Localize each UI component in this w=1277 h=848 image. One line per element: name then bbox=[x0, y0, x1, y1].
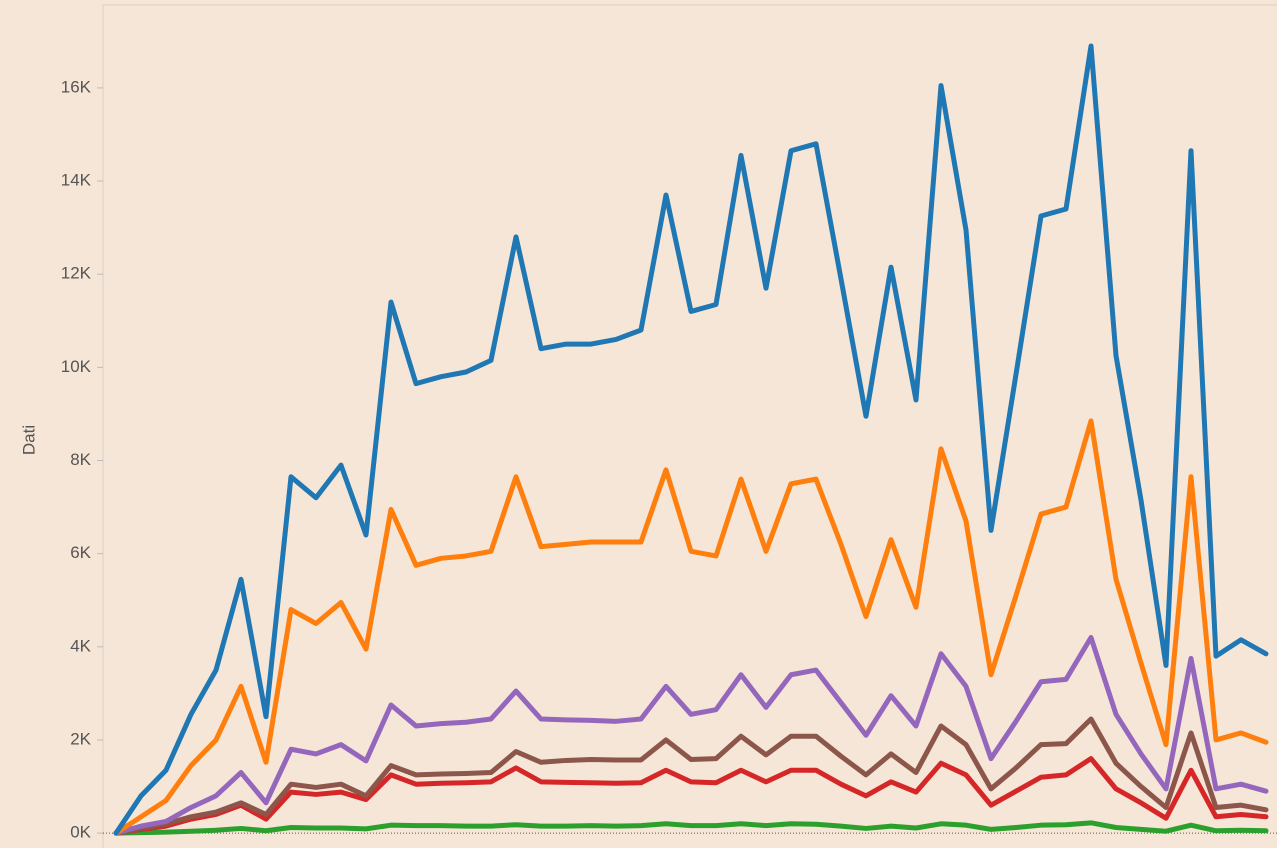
y-tick-label: 14K bbox=[61, 171, 92, 190]
y-tick-label: 12K bbox=[61, 264, 92, 283]
series-line bbox=[113, 756, 1269, 836]
series-line bbox=[113, 634, 1269, 836]
y-tick-label: 0K bbox=[70, 823, 91, 842]
y-tick-label: 2K bbox=[70, 729, 91, 748]
y-tick-label: 10K bbox=[61, 357, 92, 376]
y-axis-label: Dati bbox=[19, 425, 38, 455]
series-line bbox=[113, 820, 1269, 836]
y-tick-label: 8K bbox=[70, 450, 91, 469]
series-line bbox=[113, 418, 1269, 836]
y-tick-label: 4K bbox=[70, 636, 91, 655]
series-line bbox=[113, 716, 1269, 836]
y-tick-label: 6K bbox=[70, 543, 91, 562]
series-line bbox=[113, 43, 1269, 836]
y-tick-label: 16K bbox=[61, 77, 92, 96]
